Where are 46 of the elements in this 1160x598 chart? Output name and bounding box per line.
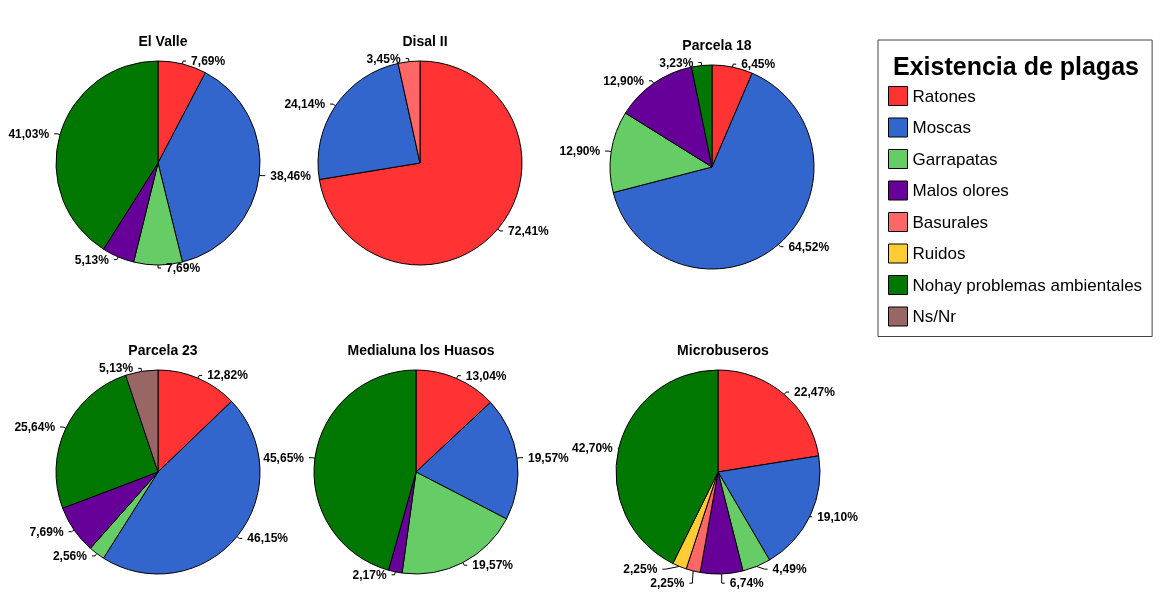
- data-label: 2,25%: [650, 576, 685, 591]
- data-label: 24,14%: [284, 97, 326, 112]
- data-label: 7,69%: [166, 261, 201, 275]
- data-label: 13,04%: [465, 368, 507, 383]
- data-label: 6,45%: [741, 57, 776, 72]
- slice-label: Parcela 23: [128, 342, 198, 358]
- data-label: 4,49%: [772, 562, 807, 577]
- data-label: 19,10%: [817, 509, 859, 524]
- data-label: 7,69%: [191, 54, 226, 69]
- data-label: 25,64%: [14, 420, 56, 435]
- data-label: 42,70%: [572, 441, 614, 456]
- data-label: 3,23%: [659, 55, 694, 70]
- legend-label: Basurales: [912, 212, 989, 232]
- slice-label: Medialuna los Huasos: [347, 342, 495, 358]
- data-label: 2,25%: [623, 562, 658, 577]
- data-label: 12,90%: [559, 144, 601, 159]
- data-label: 5,13%: [99, 361, 134, 376]
- data-label: 6,74%: [729, 576, 765, 591]
- legend-label: Ruidos: [912, 244, 966, 263]
- legend-label: Ratones: [912, 86, 976, 106]
- slice-label: Parcela 18: [682, 37, 752, 53]
- data-label: 22,47%: [794, 385, 836, 400]
- data-label: 38,46%: [270, 168, 312, 183]
- data-label: 7,69%: [29, 524, 64, 539]
- data-label: 19,57%: [472, 558, 514, 573]
- data-label: 5,13%: [74, 252, 110, 267]
- legend-label: Malos olores: [912, 181, 1009, 200]
- legend-label: Ns/Nr: [912, 307, 957, 326]
- data-label: 2,17%: [352, 567, 387, 582]
- legend-label: Nohay problemas ambientales: [912, 275, 1143, 295]
- data-label: 19,57%: [528, 450, 570, 465]
- data-label: 46,15%: [247, 531, 289, 546]
- data-label: 64,52%: [788, 239, 830, 254]
- slice-label: Microbuseros: [677, 342, 770, 358]
- slice-label: El Valle: [138, 33, 188, 49]
- data-label: 3,45%: [366, 51, 401, 66]
- data-label: 41,03%: [8, 126, 50, 141]
- data-label: 12,82%: [207, 368, 249, 383]
- legend-title: Existencia de plagas: [893, 51, 1139, 80]
- legend-label: Garrapatas: [912, 149, 998, 169]
- data-label: 12,90%: [603, 73, 645, 88]
- legend-label: Moscas: [912, 118, 972, 137]
- slice-label: Disal II: [402, 33, 448, 49]
- data-label: 72,41%: [508, 223, 550, 238]
- data-label: 2,56%: [52, 548, 88, 563]
- data-label: 45,65%: [263, 450, 305, 465]
